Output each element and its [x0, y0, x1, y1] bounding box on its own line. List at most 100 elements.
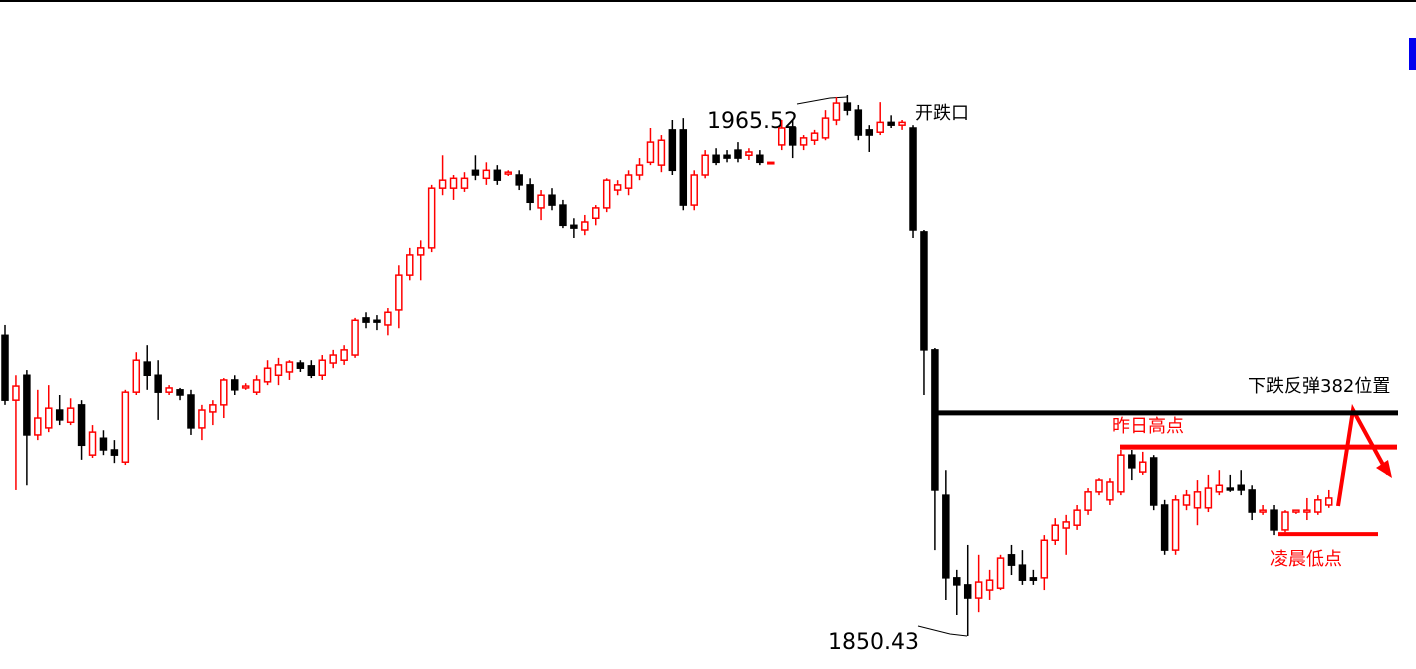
candle-body [1281, 511, 1289, 531]
leader-line [796, 96, 848, 105]
candle-body [953, 577, 961, 586]
candle-body [1073, 509, 1081, 526]
candle-body [712, 154, 720, 164]
candle-body [1084, 491, 1092, 511]
candle-body [55, 409, 64, 421]
candle-body [340, 349, 348, 361]
candle-body [449, 177, 458, 189]
candle-body [274, 364, 283, 377]
candle-body [887, 121, 895, 126]
candle-body [198, 409, 206, 429]
candle-body [110, 449, 119, 456]
candle-body [821, 117, 830, 139]
side-tab [1409, 38, 1416, 70]
candle-body [592, 207, 600, 220]
candle-body [395, 274, 403, 311]
candle-body [416, 247, 425, 256]
candle-body [602, 179, 611, 209]
candle-body [351, 319, 359, 356]
candle-body [668, 129, 677, 172]
candle-body [504, 171, 512, 175]
candle-body [624, 174, 633, 189]
price-label: 1850.43 [828, 630, 919, 655]
candle-body [909, 127, 917, 231]
candle-body [296, 362, 305, 369]
candle-body [799, 137, 808, 146]
arrow-head [1376, 460, 1392, 478]
candle-body [460, 177, 469, 189]
candle-body [77, 404, 86, 447]
candle-body [1237, 484, 1245, 491]
candle-body [154, 374, 162, 393]
candle-body [66, 407, 75, 424]
candle-body [1215, 484, 1224, 493]
candle-body [427, 187, 436, 249]
candle-body [526, 184, 534, 204]
candle-body [121, 391, 130, 463]
candle-body [570, 224, 578, 229]
candle-body [1018, 564, 1027, 581]
candle-body [865, 129, 874, 136]
candle-body [734, 149, 742, 159]
candle-body [1007, 554, 1016, 566]
candle-body [88, 431, 97, 456]
candle-body [165, 387, 173, 393]
candle-body [515, 174, 523, 186]
candle-body [1040, 539, 1049, 579]
candle-body [241, 385, 250, 389]
candle-body [384, 311, 392, 326]
candle-body [942, 494, 950, 579]
candle-body [690, 174, 698, 206]
projection-arrow [1336, 403, 1390, 507]
level-label: 昨日高点 [1112, 416, 1184, 437]
candle-body [832, 102, 841, 121]
candle-body [362, 317, 370, 323]
candle-body [548, 194, 556, 206]
candle-body [45, 407, 53, 429]
candle-body [1270, 509, 1278, 531]
candle-body [438, 179, 447, 189]
candle-body [143, 361, 151, 377]
candle-body [132, 359, 141, 393]
candle-body [263, 367, 272, 383]
candle-body [756, 154, 764, 164]
leader-line [917, 625, 968, 637]
candle-body [482, 169, 491, 180]
candle-body [635, 164, 644, 176]
candle-body [1226, 487, 1235, 491]
candle-body [1259, 509, 1267, 513]
candle-body [329, 354, 337, 364]
candle-body [843, 102, 852, 111]
candle-body [1292, 509, 1300, 513]
candle-body [613, 184, 622, 191]
candle-body [974, 581, 983, 599]
candle-body [646, 141, 655, 164]
candle-body [810, 132, 819, 141]
candle-body [1171, 499, 1180, 551]
candle-body [1314, 499, 1322, 513]
candle-body [12, 385, 20, 401]
candle-body [537, 194, 545, 209]
candle-body [581, 221, 589, 231]
candle-body [876, 121, 884, 133]
candle-body [285, 361, 294, 373]
candle-body [1193, 491, 1202, 509]
candle-body [1, 334, 9, 401]
candle-body [745, 151, 753, 157]
candle-body [493, 169, 502, 181]
candle-body [559, 204, 567, 227]
candle-body [318, 359, 327, 377]
candle-body [1062, 521, 1070, 529]
candle-body [1160, 504, 1169, 551]
candle-body [657, 139, 666, 166]
candle-body [679, 129, 688, 206]
candle-body [788, 127, 797, 146]
level-label: 下跌反弹382位置 [1248, 376, 1390, 397]
candle-body [230, 379, 239, 391]
candle-body [963, 584, 972, 599]
candle-body [1051, 524, 1059, 541]
candle-body [1095, 479, 1103, 493]
